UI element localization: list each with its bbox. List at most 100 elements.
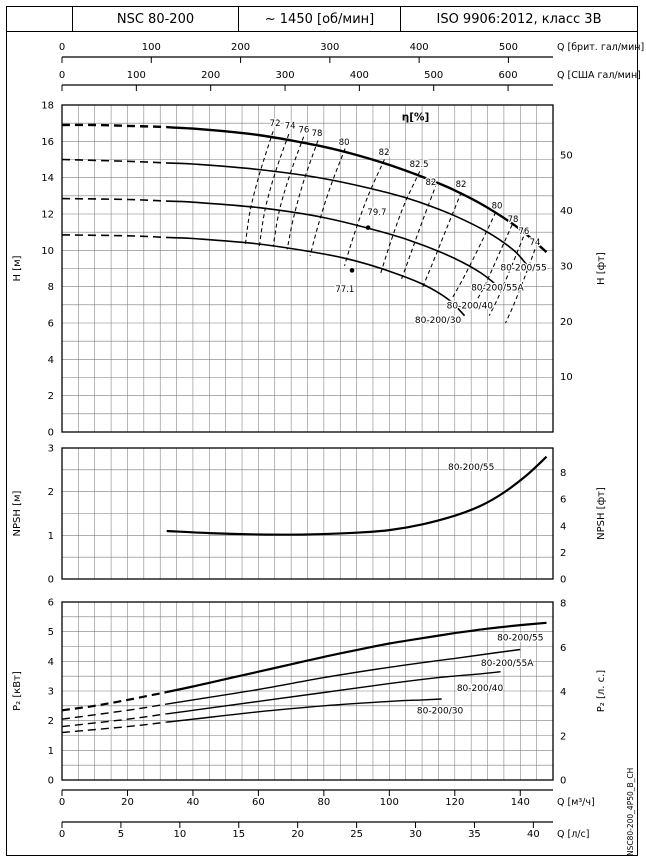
curve-80-200/40 [169,200,502,290]
curve-dashed-80-200/30 [61,234,171,239]
curve-80-200/55 [166,455,548,536]
tick-label-power-right: 4 [560,687,566,698]
flow-tick-label: 35 [468,829,481,840]
flow-tick-label: 20 [291,829,304,840]
tick-label-npsh-left: 1 [48,531,54,542]
tick-label-head-flow-right: 30 [560,261,573,272]
curve-80-200/40 [166,671,501,715]
flow-tick-label: 100 [127,70,146,81]
tick-label-npsh-right: 4 [560,521,566,532]
plot-border-npsh [61,447,554,580]
tick-label-power-left: 4 [48,657,54,668]
tick-label-head-flow-left: 10 [41,246,54,257]
tick-label-npsh-right: 8 [560,468,566,479]
efficiency-contour [421,192,462,289]
standard-label: ISO 9906:2012, класс 3В [436,11,602,27]
axis-title-power-right: P₂ [л. с.] [596,670,607,713]
tick-label-head-flow-right: 20 [560,317,573,328]
bep-point [365,225,371,230]
curve-name-label: 80-200/55 [448,463,494,473]
tick-label-head-flow-left: 12 [41,210,54,221]
curve-80-200/30 [166,698,442,723]
bep-label: 79.7 [367,208,386,218]
curve-name-label: 80-200/30 [417,706,464,716]
flow-tick-label: 500 [499,42,518,53]
efficiency-label: 82 [379,148,390,158]
efficiency-label: 78 [508,215,519,225]
tick-label-head-flow-right: 40 [560,206,573,217]
flow-tick-label: 200 [231,42,250,53]
flow-tick-label: 80 [317,797,330,808]
flow-tick-label: 100 [142,42,161,53]
efficiency-contour [309,148,346,256]
flow-axis-unit-bottom: Q [м³/ч] [557,797,595,808]
flow-axis-unit-top: Q [брит. гал/мин] [557,42,644,53]
curve-name-label: 80-200/55 [500,263,546,273]
tick-label-npsh-right: 0 [560,575,566,586]
tick-label-head-flow-left: 0 [48,428,54,439]
flow-tick-label: 20 [121,797,134,808]
bep-point [349,268,355,273]
flow-tick-label: 0 [59,829,65,840]
flow-tick-label: 40 [187,797,200,808]
tick-label-head-flow-left: 6 [48,319,54,330]
efficiency-label: 74 [530,238,541,248]
curve-dashed-80-200/55A [61,703,167,720]
flow-tick-label: 30 [409,829,422,840]
efficiency-label: 82 [425,178,436,188]
curve-dashed-80-200/55 [61,123,171,129]
efficiency-contour [272,136,305,247]
curve-dashed-80-200/55 [61,690,167,712]
efficiency-contour [286,140,319,250]
efficiency-label: 82 [456,180,467,190]
plot-border-power [61,601,554,781]
tick-label-power-left: 6 [48,598,54,609]
curve-80-200/55 [166,621,547,694]
pump-speed-label: ~ 1450 [об/мин] [239,7,401,31]
axis-title-head-flow-right: H [фт] [596,252,607,285]
axis-title-power-left: P₂ [кВт] [12,671,23,711]
flow-tick-label: 15 [232,829,245,840]
axis-title-npsh-left: NPSH [м] [12,490,23,536]
tick-label-power-left: 1 [48,746,54,757]
tick-label-power-left: 5 [48,627,54,638]
tick-label-head-flow-right: 50 [560,151,573,162]
efficiency-contour [488,236,524,316]
flow-tick-label: 5 [118,829,124,840]
eta-title: η[%] [402,111,430,123]
efficiency-contour [343,159,385,266]
flow-tick-label: 0 [59,42,65,53]
pump-model-label: NSC 80-200 [73,7,239,31]
tick-label-power-right: 6 [560,643,566,654]
curve-name-label: 80-200/55A [471,283,524,293]
tick-label-npsh-left: 3 [48,444,54,455]
curve-dashed-80-200/55A [61,158,171,164]
curve-name-label: 80-200/30 [415,316,462,326]
tick-label-power-right: 8 [560,599,566,610]
efficiency-label: 80 [492,202,503,212]
axis-title-npsh-right: NPSH [фт] [596,487,607,540]
bep-label: 77.1 [335,285,354,295]
tick-label-power-right: 2 [560,731,566,742]
drawing-code: NSC80-200_4P50_B_CH [626,768,635,856]
tick-label-head-flow-right: 10 [560,372,573,383]
tick-label-head-flow-left: 8 [48,282,54,293]
curve-80-200/30 [169,236,466,317]
curve-80-200/55A [166,648,521,705]
tick-label-power-left: 3 [48,687,54,698]
tick-label-npsh-right: 2 [560,548,566,559]
efficiency-contour [400,182,438,282]
flow-tick-label: 25 [350,829,363,840]
flow-tick-label: 10 [173,829,186,840]
tick-label-head-flow-left: 4 [48,355,54,366]
efficiency-contour [258,133,290,246]
flow-tick-label: 400 [410,42,429,53]
curve-name-label: 80-200/55 [497,634,543,644]
efficiency-label: 80 [339,138,350,148]
tick-label-head-flow-left: 14 [41,173,54,184]
flow-tick-label: 120 [445,797,464,808]
flow-tick-label: 0 [59,70,65,81]
curve-80-200/55A [169,162,528,266]
efficiency-contour [379,171,421,275]
